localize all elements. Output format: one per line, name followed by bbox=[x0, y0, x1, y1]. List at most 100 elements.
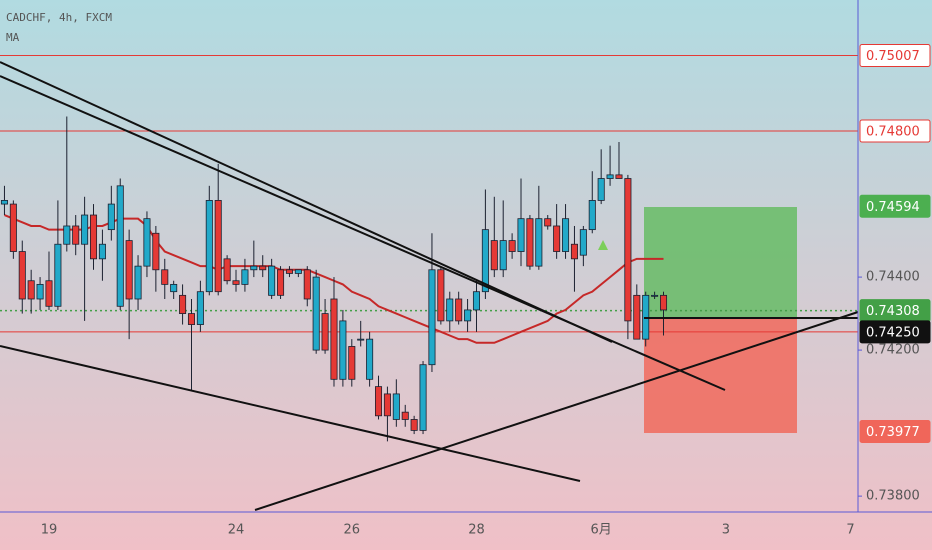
trend-line bbox=[0, 345, 581, 482]
price-label-box bbox=[859, 43, 931, 67]
candle-body bbox=[63, 225, 71, 245]
candle-body bbox=[170, 283, 178, 293]
trend-line bbox=[0, 61, 613, 343]
candle-body bbox=[339, 320, 347, 380]
candle-body bbox=[223, 258, 231, 282]
candle-body bbox=[72, 225, 80, 245]
candle-body bbox=[98, 243, 106, 260]
candle-body bbox=[633, 294, 641, 340]
candle-body bbox=[330, 298, 338, 380]
candle-body bbox=[107, 203, 115, 231]
marks bbox=[0, 54, 858, 442]
candle-body bbox=[455, 298, 463, 322]
candle-body bbox=[143, 218, 151, 267]
x-tick-label: 28 bbox=[468, 523, 485, 538]
candle-body bbox=[392, 393, 400, 420]
candle-body bbox=[383, 393, 391, 417]
candle-body bbox=[544, 218, 552, 227]
x-tick-label: 6月 bbox=[591, 523, 612, 538]
candle-body bbox=[517, 218, 525, 252]
candle-body bbox=[348, 346, 356, 380]
candle-body bbox=[472, 291, 481, 311]
candle-body bbox=[374, 386, 383, 417]
candle-body bbox=[285, 269, 293, 274]
candle-body bbox=[659, 294, 668, 311]
candle-body bbox=[464, 309, 472, 322]
candle-body bbox=[562, 218, 570, 252]
candle-body bbox=[36, 283, 44, 300]
price-label-box bbox=[859, 194, 931, 218]
candle-body bbox=[651, 294, 659, 297]
candle-body bbox=[0, 200, 8, 205]
candle-body bbox=[553, 225, 561, 252]
candle-body bbox=[312, 276, 320, 351]
price-label: 0.75007 bbox=[866, 49, 920, 64]
candle-body bbox=[401, 411, 409, 420]
candle-body bbox=[508, 240, 516, 252]
candle-body bbox=[579, 229, 587, 256]
candle-body bbox=[152, 232, 160, 271]
profit-zone bbox=[644, 207, 797, 318]
candle-body bbox=[27, 280, 35, 300]
candle-body bbox=[9, 203, 17, 252]
candle-body bbox=[615, 174, 623, 179]
trend-line bbox=[0, 75, 726, 391]
candle-body bbox=[187, 313, 196, 325]
price-label: 0.73977 bbox=[866, 425, 920, 440]
candle-body bbox=[259, 265, 267, 271]
x-tick-label: 26 bbox=[344, 523, 361, 538]
candle-body bbox=[196, 291, 204, 325]
loss-zone bbox=[644, 318, 797, 433]
price-label: 0.74594 bbox=[866, 200, 920, 215]
candle-body bbox=[357, 338, 365, 341]
candle-body bbox=[588, 200, 596, 231]
candle-body bbox=[116, 185, 124, 307]
price-label-box bbox=[859, 320, 931, 344]
trend-lines bbox=[0, 61, 859, 511]
candle-body bbox=[81, 214, 89, 245]
candle-body bbox=[277, 269, 285, 296]
trend-line bbox=[254, 311, 859, 511]
candle-body bbox=[134, 265, 142, 300]
axes: 0.73800 0.74200 0.74400 19 24 26 28 6月 3 7 0.75007… bbox=[41, 43, 931, 538]
candle-body bbox=[268, 265, 276, 296]
candle-body bbox=[428, 269, 436, 366]
candle-body bbox=[45, 280, 53, 307]
candle-body bbox=[499, 240, 507, 271]
price-label-box bbox=[859, 119, 931, 143]
x-tick-label: 19 bbox=[41, 523, 58, 538]
candle-body bbox=[526, 218, 534, 267]
candle-body bbox=[250, 265, 258, 271]
y-tick-label: 0.73800 bbox=[866, 489, 920, 504]
candle-body bbox=[481, 229, 489, 293]
candle-body bbox=[597, 178, 605, 201]
candle-body bbox=[241, 269, 249, 285]
candle-body bbox=[89, 214, 98, 260]
candle-body bbox=[446, 298, 454, 322]
x-tick-label: 7 bbox=[846, 523, 854, 538]
candle-body bbox=[624, 178, 632, 322]
candle-body bbox=[437, 269, 445, 322]
x-tick-label: 24 bbox=[228, 523, 245, 538]
y-tick-label: 0.74400 bbox=[866, 270, 920, 285]
candle-body bbox=[179, 294, 187, 314]
indicator-name: MA bbox=[6, 31, 20, 44]
candle-body bbox=[232, 280, 240, 285]
candle-body bbox=[410, 419, 418, 431]
signal-marker bbox=[598, 240, 608, 250]
candle-body bbox=[214, 200, 222, 293]
candle-body bbox=[490, 240, 498, 271]
price-label: 0.74250 bbox=[866, 325, 920, 340]
drawings bbox=[644, 207, 797, 433]
y-tick-label: 0.74200 bbox=[866, 343, 920, 358]
price-label-box bbox=[859, 420, 931, 444]
candle-body bbox=[18, 251, 26, 300]
candle-body bbox=[294, 269, 302, 274]
candle-body bbox=[125, 240, 133, 300]
candle-body bbox=[161, 269, 169, 285]
candle-body bbox=[205, 200, 213, 293]
x-tick-label: 3 bbox=[722, 523, 730, 538]
candle-body bbox=[321, 313, 329, 351]
candle-body bbox=[570, 243, 578, 260]
